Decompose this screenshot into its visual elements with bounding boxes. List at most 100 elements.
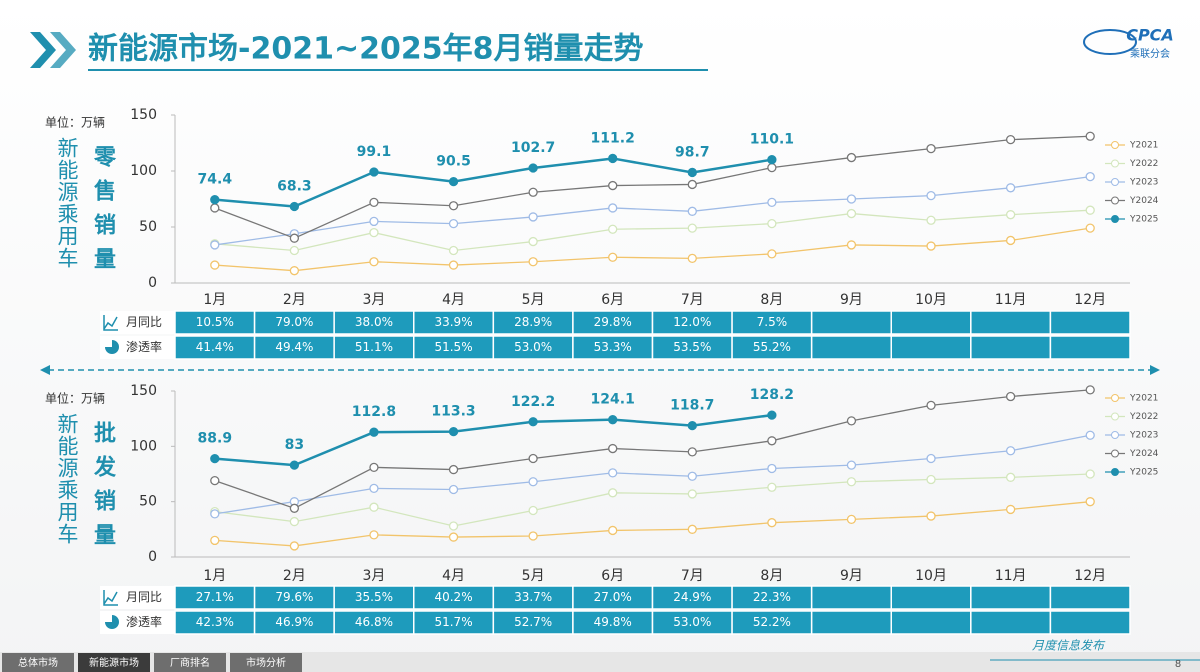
row-icon: [105, 615, 119, 629]
data-point: [687, 447, 697, 457]
table-value: 53.3%: [594, 340, 632, 354]
y-tick-label: 0: [148, 549, 157, 565]
data-point: [369, 502, 379, 512]
data-point: [289, 516, 300, 527]
data-label: 98.7: [675, 144, 710, 160]
x-tick-label: 2月: [283, 568, 306, 584]
series-line: [214, 501, 1091, 547]
data-point: [528, 453, 538, 464]
x-tick-label: 6月: [601, 568, 624, 584]
data-label: 124.1: [591, 392, 635, 408]
data-point: [926, 400, 936, 411]
table-value: 28.9%: [514, 315, 552, 329]
data-label: 74.4: [198, 172, 233, 188]
data-label: 111.2: [591, 130, 635, 146]
data-label: 99.1: [357, 144, 392, 160]
data-point: [448, 521, 459, 531]
footer-tab: [230, 653, 302, 672]
table-cell: [1049, 335, 1131, 360]
data-point: [1005, 183, 1016, 193]
separator-arrow: [40, 365, 50, 375]
table-value: 52.2%: [753, 615, 791, 629]
data-point: [608, 153, 618, 164]
data-point: [767, 218, 777, 229]
x-tick-label: 12月: [1074, 568, 1106, 584]
data-point: [608, 252, 618, 262]
data-point: [369, 167, 379, 177]
x-tick-label: 1月: [203, 568, 226, 584]
data-point: [210, 240, 220, 250]
data-point: [1085, 171, 1095, 182]
x-tick-label: 1月: [203, 292, 226, 308]
data-point: [846, 477, 857, 487]
data-point: [1085, 385, 1095, 395]
data-point: [528, 505, 538, 516]
data-point: [608, 224, 618, 234]
table-value: 53.5%: [673, 340, 711, 354]
legend-label: Y2023: [1129, 178, 1158, 188]
table-cell: [970, 335, 1052, 360]
data-point: [289, 541, 300, 551]
x-tick-label: 6月: [601, 292, 624, 308]
legend-label: Y2021: [1129, 394, 1158, 404]
row-label: 月同比: [126, 590, 162, 604]
series-line: [214, 135, 1091, 239]
data-point: [1085, 131, 1095, 141]
y-tick-label: 50: [139, 494, 157, 510]
data-label: 110.1: [750, 132, 794, 148]
data-point: [846, 240, 857, 250]
series-line: [214, 227, 1091, 272]
data-point: [926, 453, 936, 464]
data-point: [210, 203, 220, 213]
series-line: [214, 413, 773, 467]
data-point: [448, 484, 459, 495]
legend-marker: [1111, 196, 1119, 205]
footer-tab-label: 总体市场: [18, 656, 58, 669]
series-line: [214, 473, 1091, 527]
x-tick-label: 2月: [283, 292, 306, 308]
table-value: 29.8%: [594, 315, 632, 329]
table-value: 35.5%: [355, 590, 393, 604]
table-value: 51.5%: [434, 340, 472, 354]
data-point: [608, 468, 618, 478]
table-cell: [810, 610, 893, 635]
x-tick-label: 11月: [995, 292, 1027, 308]
x-tick-label: 7月: [681, 292, 704, 308]
data-point: [369, 197, 379, 208]
data-point: [926, 143, 936, 154]
data-point: [369, 483, 379, 494]
data-point: [1085, 497, 1095, 507]
table-value: 7.5%: [757, 315, 788, 329]
logo-mark: [1083, 29, 1137, 55]
footer-tab-label: 厂商排名: [170, 656, 210, 669]
x-tick-label: 10月: [915, 292, 947, 308]
table-value: 79.0%: [275, 315, 313, 329]
footer-tab: [2, 653, 74, 672]
data-point: [767, 463, 777, 474]
title-icon: [30, 32, 76, 68]
table-value: 79.6%: [275, 590, 313, 604]
data-point: [369, 257, 379, 267]
data-point: [687, 206, 697, 216]
data-point: [289, 201, 300, 212]
series-line: [214, 434, 1091, 515]
data-label: 113.3: [431, 404, 475, 420]
data-point: [1005, 391, 1016, 402]
table-value: 27.1%: [196, 590, 234, 604]
table-value: 46.8%: [355, 615, 393, 629]
legend-marker: [1111, 159, 1119, 168]
table-cell: [1049, 610, 1131, 635]
table-value: 27.0%: [594, 590, 632, 604]
legend-label: Y2023: [1129, 431, 1158, 441]
data-point: [369, 216, 379, 227]
table-cell: [810, 335, 893, 360]
data-point: [448, 532, 459, 542]
data-point: [289, 460, 300, 470]
table-value: 49.4%: [275, 340, 313, 354]
table-value: 55.2%: [753, 340, 791, 354]
data-point: [448, 464, 459, 475]
table-value: 10.5%: [196, 315, 234, 329]
data-point: [528, 417, 538, 427]
data-point: [528, 531, 538, 541]
